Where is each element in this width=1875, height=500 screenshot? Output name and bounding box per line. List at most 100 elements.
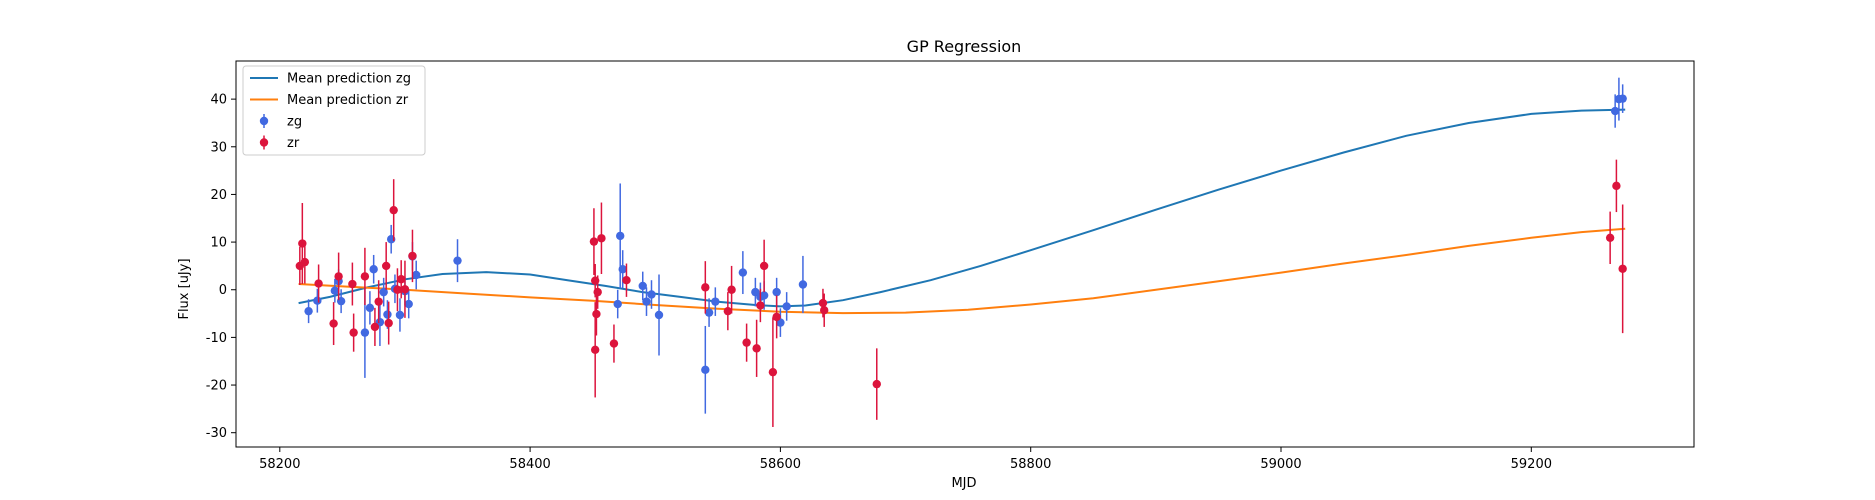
zr-point-8 bbox=[360, 272, 370, 281]
zg-point-15 bbox=[404, 299, 413, 309]
mean-line-mean-prediction-zg bbox=[298, 108, 1626, 308]
zr-point-17 bbox=[408, 251, 417, 261]
zr-point-22 bbox=[593, 287, 602, 297]
zr-point-7 bbox=[349, 328, 358, 337]
mean-line-mean-prediction-zr bbox=[298, 227, 1626, 315]
zg-point-26 bbox=[701, 365, 710, 374]
zg-point-27 bbox=[704, 308, 714, 317]
zg-point-18 bbox=[453, 256, 462, 265]
zg-point-23 bbox=[642, 297, 651, 306]
legend-swatch-zg bbox=[259, 116, 269, 126]
y-tick-label-10: 10 bbox=[210, 236, 227, 251]
legend-label-zg: zg bbox=[287, 115, 302, 130]
zr-point-26 bbox=[701, 283, 710, 292]
zr-point-31 bbox=[756, 301, 765, 310]
zg-point-1 bbox=[313, 296, 322, 305]
zr-point-14 bbox=[393, 285, 402, 294]
zr-point-2 bbox=[300, 257, 310, 267]
y-tick-label-30: 30 bbox=[210, 140, 227, 155]
zr-point-33 bbox=[768, 367, 778, 377]
legend-box bbox=[242, 65, 426, 156]
plot-area bbox=[295, 77, 1627, 427]
zr-point-13 bbox=[389, 205, 398, 215]
zr-point-32 bbox=[759, 261, 769, 271]
zg-point-17 bbox=[412, 270, 421, 280]
y-tick-label--30: -30 bbox=[206, 426, 227, 441]
zr-point-5 bbox=[334, 272, 343, 281]
legend: Mean prediction zg Mean prediction zr zg zr bbox=[242, 65, 426, 156]
zr-point-11 bbox=[381, 261, 391, 271]
zr-point-38 bbox=[1605, 233, 1615, 242]
x-tick-label-58400: 58400 bbox=[509, 457, 550, 472]
zr-point-16 bbox=[400, 285, 410, 294]
legend-label-mean-prediction-zg: Mean prediction zg bbox=[287, 72, 411, 87]
zr-point-4 bbox=[329, 319, 338, 328]
zg-point-20 bbox=[616, 231, 625, 241]
x-tick-label-58200: 58200 bbox=[259, 457, 300, 472]
zr-point-40 bbox=[1618, 264, 1627, 273]
zg-point-2 bbox=[330, 286, 340, 295]
zr-point-10 bbox=[374, 297, 383, 306]
zg-point-24 bbox=[647, 290, 656, 299]
zg-point-22 bbox=[638, 281, 647, 291]
zr-point-9 bbox=[370, 322, 380, 332]
y-tick-label-0: 0 bbox=[219, 283, 227, 298]
zg-point-33 bbox=[772, 287, 781, 297]
zr-point-23 bbox=[597, 234, 606, 243]
zr-point-12 bbox=[384, 318, 393, 328]
y-tick-label-20: 20 bbox=[210, 188, 227, 203]
zg-point-32 bbox=[759, 291, 769, 300]
zg-point-21 bbox=[618, 265, 627, 274]
x-tick-label-59000: 59000 bbox=[1260, 457, 1301, 472]
zg-point-5 bbox=[360, 328, 370, 337]
zr-point-21 bbox=[592, 309, 601, 319]
zr-point-29 bbox=[742, 338, 751, 347]
zr-point-35 bbox=[818, 298, 828, 308]
y-tick-label-40: 40 bbox=[210, 93, 227, 108]
zr-point-30 bbox=[752, 344, 761, 353]
x-tick-label-58800: 58800 bbox=[1010, 457, 1051, 472]
zg-point-35 bbox=[782, 302, 791, 311]
x-tick-label-58600: 58600 bbox=[760, 457, 801, 472]
zr-point-25 bbox=[622, 276, 631, 285]
zr-point-18 bbox=[589, 237, 599, 246]
legend-label-mean-prediction-zr: Mean prediction zr bbox=[287, 93, 409, 108]
zr-point-28 bbox=[727, 285, 736, 294]
series-zg bbox=[304, 77, 1627, 414]
zg-point-10 bbox=[383, 310, 392, 319]
zg-point-9 bbox=[379, 287, 388, 297]
zg-point-19 bbox=[613, 299, 622, 309]
y-tick-label--10: -10 bbox=[206, 331, 227, 346]
x-tick-label-59200: 59200 bbox=[1511, 457, 1552, 472]
plot-frame bbox=[235, 60, 1695, 448]
zg-point-37 bbox=[1610, 106, 1620, 116]
zg-point-28 bbox=[711, 297, 720, 306]
zg-point-25 bbox=[654, 310, 664, 320]
x-axis-label: MJD bbox=[951, 476, 976, 491]
zg-point-29 bbox=[738, 268, 748, 277]
zr-point-15 bbox=[396, 275, 406, 284]
zr-point-36 bbox=[820, 306, 829, 315]
zr-point-27 bbox=[723, 306, 733, 316]
zg-point-7 bbox=[369, 265, 378, 274]
chart-title: GP Regression bbox=[907, 37, 1022, 56]
zg-point-13 bbox=[395, 310, 405, 320]
zr-point-24 bbox=[609, 339, 619, 348]
zg-point-6 bbox=[365, 303, 375, 313]
zr-point-37 bbox=[872, 379, 881, 389]
legend-label-zr: zr bbox=[287, 136, 300, 151]
zr-point-34 bbox=[772, 312, 781, 322]
zg-point-39 bbox=[1618, 94, 1627, 103]
zr-point-39 bbox=[1612, 181, 1621, 191]
x-axis: 58200 58400 58600 58800 59000 59200 bbox=[259, 447, 1552, 472]
legend-swatch-zr bbox=[259, 138, 269, 147]
series-zr bbox=[295, 159, 1627, 427]
zr-point-6 bbox=[348, 279, 357, 289]
y-axis: -30 -20 -10 0 10 20 30 40 bbox=[206, 93, 236, 441]
zg-point-0 bbox=[304, 306, 313, 316]
zr-point-20 bbox=[590, 345, 600, 354]
y-axis-label: Flux [uJy] bbox=[177, 258, 192, 319]
zg-point-36 bbox=[798, 280, 808, 289]
y-tick-label--20: -20 bbox=[206, 379, 227, 394]
